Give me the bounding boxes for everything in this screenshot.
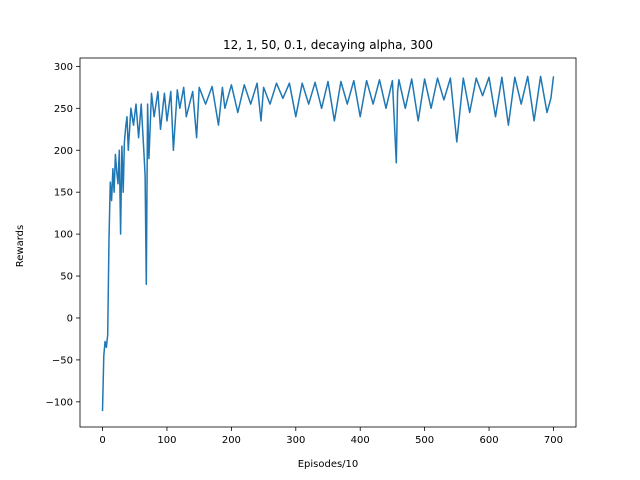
series-line (101, 75, 555, 412)
y-axis-label: Rewards (15, 225, 26, 267)
x-tick-label: 400 (351, 435, 370, 446)
x-tick-label: 300 (286, 435, 305, 446)
x-tick-label: 600 (479, 435, 498, 446)
y-tick-label: 100 (54, 230, 73, 241)
chart-title: 12, 1, 50, 0.1, decaying alpha, 300 (223, 38, 433, 52)
y-tick-label: 200 (54, 146, 73, 157)
axes-frame (79, 57, 577, 428)
x-tick-label: 100 (157, 435, 176, 446)
x-tick-label: 500 (415, 435, 434, 446)
x-tick-label: 700 (544, 435, 563, 446)
x-tick-label: 200 (222, 435, 241, 446)
x-axis-label: Episodes/10 (298, 459, 359, 470)
y-axis: −100 −50 0 50 100 150 200 250 300 (46, 62, 80, 408)
y-tick-label: 250 (54, 104, 73, 115)
y-tick-label: 150 (54, 188, 73, 199)
y-tick-label: 50 (60, 272, 73, 283)
x-axis: 0 100 200 300 400 500 600 700 (99, 427, 563, 446)
x-tick-label: 0 (99, 435, 105, 446)
y-tick-label: 0 (67, 313, 73, 324)
y-tick-label: 300 (54, 62, 73, 73)
y-tick-label: −50 (52, 355, 73, 366)
y-tick-label: −100 (46, 397, 73, 408)
plot-area (79, 57, 577, 428)
